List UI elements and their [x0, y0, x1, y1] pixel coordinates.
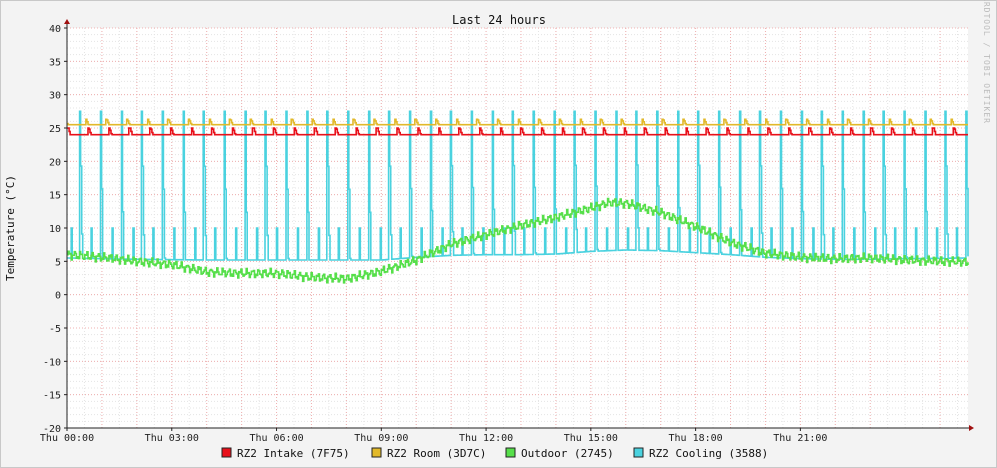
legend: RZ2 Intake (7F75) RZ2 Room (3D7C) Outdoor …: [221, 447, 768, 460]
x-tick-label: Thu 03:00: [145, 433, 199, 444]
axes: [64, 19, 974, 431]
y-tick-label: 40: [49, 24, 61, 35]
x-tick-label: Thu 15:00: [564, 433, 618, 444]
series-layer: [67, 110, 969, 284]
x-tick-labels: Thu 00:00 Thu 03:00 Thu 06:00 Thu 09:00 Thu …: [40, 428, 827, 444]
y-axis-arrow: [64, 19, 70, 24]
x-tick-label: Thu 21:00: [773, 433, 827, 444]
y-tick-label: -20: [43, 424, 61, 435]
y-tick-label: 30: [49, 91, 61, 102]
legend-label: RZ2 Cooling (3588): [649, 447, 768, 460]
series-line-3: [67, 110, 969, 261]
y-tick-labels: 40 35 30 25 20 15 10 5 0 -5 -10 -15 -20: [43, 24, 67, 435]
legend-swatch: [633, 447, 644, 458]
legend-swatch: [371, 447, 382, 458]
x-tick-label: Thu 00:00: [40, 433, 94, 444]
legend-swatch: [221, 447, 232, 458]
y-tick-label: 0: [55, 291, 61, 302]
watermark: RRDTOOL / TOBI OETIKER: [982, 0, 991, 124]
x-tick-label: Thu 18:00: [669, 433, 723, 444]
y-tick-label: -15: [43, 391, 61, 402]
series-line-0: [67, 127, 968, 136]
y-tick-label: 15: [49, 191, 61, 202]
x-tick-label: Thu 06:00: [249, 433, 303, 444]
y-tick-label: 35: [49, 57, 61, 68]
series-line-2: [67, 197, 969, 284]
x-tick-label: Thu 09:00: [354, 433, 408, 444]
y-tick-label: 10: [49, 224, 61, 235]
legend-label: RZ2 Intake (7F75): [237, 447, 350, 460]
y-axis-title: Temperature (°C): [4, 175, 17, 281]
y-tick-label: -10: [43, 357, 61, 368]
y-tick-label: 5: [55, 257, 61, 268]
y-tick-label: -5: [49, 324, 61, 335]
legend-label: RZ2 Room (3D7C): [387, 447, 486, 460]
legend-swatch: [505, 447, 516, 458]
x-axis-arrow: [969, 425, 974, 431]
chart-title: Last 24 hours: [452, 13, 546, 27]
y-tick-label: 25: [49, 124, 61, 135]
x-tick-label: Thu 12:00: [459, 433, 513, 444]
series-line-1: [67, 118, 968, 126]
legend-label: Outdoor (2745): [521, 447, 614, 460]
y-tick-label: 20: [49, 157, 61, 168]
